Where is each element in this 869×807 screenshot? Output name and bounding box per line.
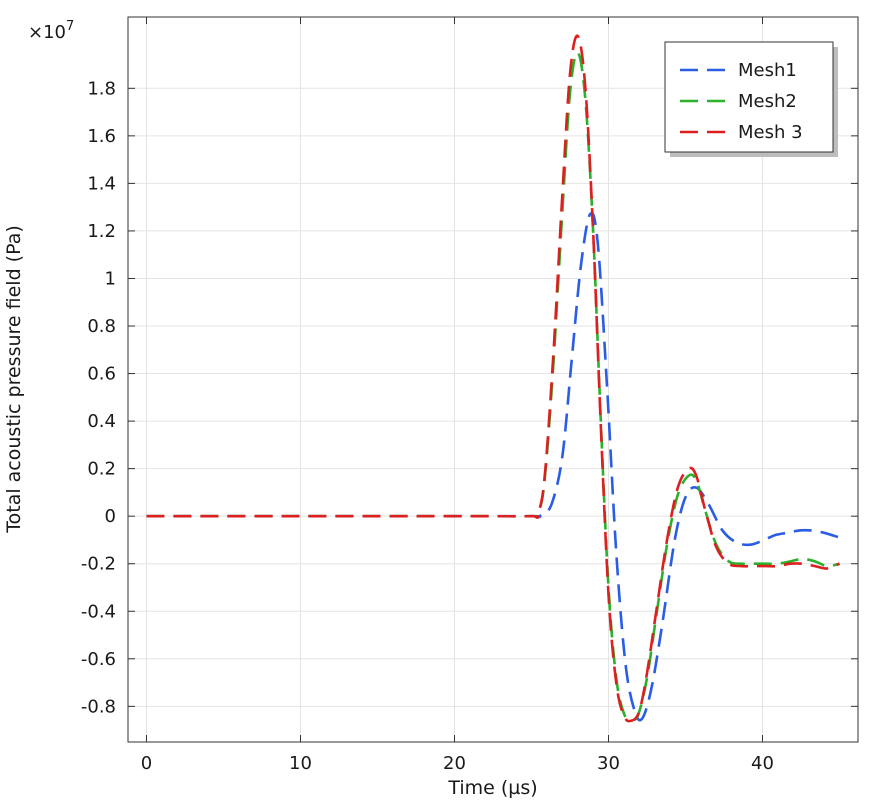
y-tick-label: 1.6 [87, 126, 116, 147]
x-axis-title: Time (µs) [447, 777, 537, 799]
x-tick-label: 30 [597, 753, 620, 774]
series-line-2 [146, 51, 840, 722]
x-tick-label: 40 [751, 753, 774, 774]
y-axis-title: Total acoustic pressure field (Pa) [3, 225, 25, 534]
y-tick-label: 0.6 [87, 364, 116, 385]
y-tick-label: 1.4 [87, 173, 116, 194]
legend-label-2: Mesh2 [738, 91, 797, 112]
legend-label-1: Mesh1 [738, 60, 797, 81]
y-tick-label: 1.8 [87, 78, 116, 99]
legend-box [664, 41, 834, 153]
legend-label-3: Mesh 3 [738, 122, 803, 143]
y-tick-label: 0.2 [87, 459, 116, 480]
y-multiplier-exponent: 7 [66, 19, 74, 34]
y-tick-label: -0.8 [81, 696, 116, 717]
series-line-3 [146, 34, 841, 723]
y-tick-label: 1.2 [87, 221, 116, 242]
y-tick-label: -0.2 [81, 554, 116, 575]
y-axis-multiplier: ×107 [28, 19, 74, 43]
grid [128, 17, 858, 742]
y-tick-label: -0.4 [81, 601, 116, 622]
plot-frame [127, 16, 859, 743]
y-tick-label: 0.8 [87, 316, 116, 337]
legend: Mesh1 Mesh2 Mesh 3 [664, 41, 838, 157]
y-tick-label: -0.6 [81, 649, 116, 670]
x-tick-label: 0 [141, 753, 152, 774]
y-tick-label: 0 [105, 506, 116, 527]
y-tick-label: 0.4 [87, 411, 116, 432]
series-line-1 [146, 211, 840, 722]
series-lines [146, 34, 841, 723]
x-tick-label: 20 [443, 753, 466, 774]
x-tick-label: 10 [289, 753, 312, 774]
axis-ticks: 0 10 20 30 40 -0.8 -0.6 -0.4 -0.2 0 0.2 0.4 0.6 0.8 1 1… [81, 17, 858, 774]
y-multiplier-base: ×10 [28, 22, 66, 43]
y-tick-label: 1 [105, 268, 116, 289]
